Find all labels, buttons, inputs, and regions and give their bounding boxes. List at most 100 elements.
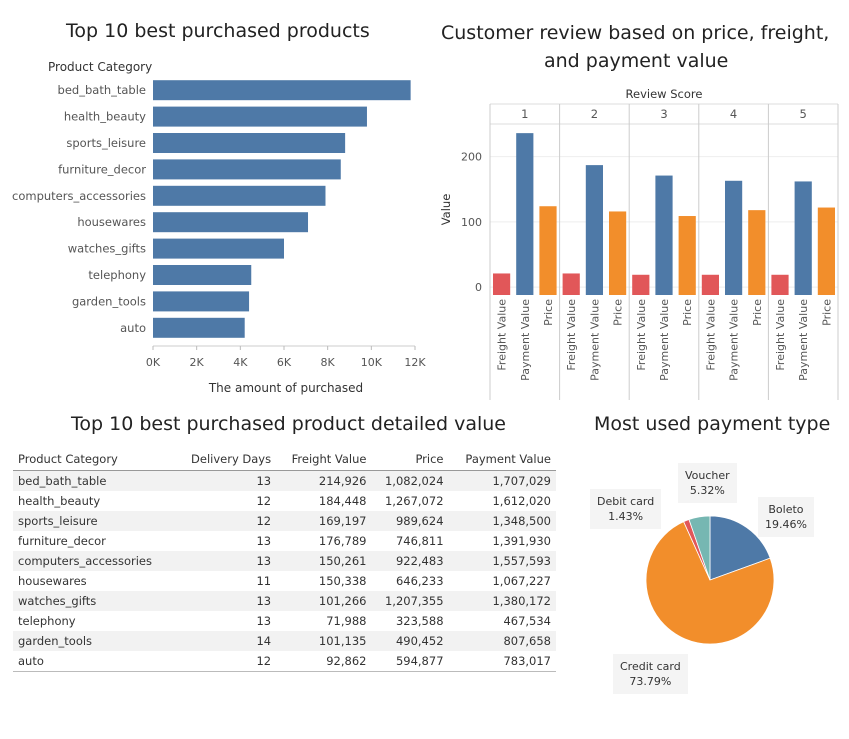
table-cell: 1,082,024	[384, 473, 444, 488]
payment-chart-title: Most used payment type	[594, 413, 831, 435]
pie-label-debit-card-value: 1.43%	[608, 510, 644, 523]
x-category-label: Payment Value	[588, 299, 601, 381]
bar	[748, 210, 766, 295]
review-chart-title-line1: Customer review based on price, freight,	[441, 22, 830, 44]
table-cell: housewares	[18, 573, 87, 588]
table-cell: 746,811	[395, 533, 444, 548]
x-tick-label: 6K	[277, 356, 292, 369]
table-row: garden_tools 14 101,135 490,452 807,658	[13, 631, 556, 651]
facet-label: 1	[521, 107, 528, 121]
table-cell: 1,267,072	[384, 493, 444, 508]
pie-label-boleto: Boleto 19.46%	[758, 497, 814, 537]
x-category-label: Freight Value	[774, 299, 787, 371]
pie-slice	[688, 515, 711, 581]
table-cell: 169,197	[318, 513, 367, 528]
table-row: health_beauty 12 184,448 1,267,072 1,612,020	[13, 491, 556, 511]
category-label: health_beauty	[64, 110, 146, 124]
bar	[817, 207, 835, 295]
table-cell: 11	[256, 573, 272, 588]
x-category-label: Freight Value	[496, 299, 509, 371]
table-cell: 13	[256, 593, 272, 608]
x-category-label: Payment Value	[797, 299, 810, 381]
table-cell: 13	[256, 613, 272, 628]
x-axis-title: The amount of purchased	[208, 381, 363, 395]
facet-label: 4	[730, 107, 737, 121]
bar	[725, 180, 743, 295]
bar	[539, 206, 557, 295]
pie-label-voucher: Voucher 5.32%	[678, 463, 737, 503]
x-tick-label: 4K	[233, 356, 248, 369]
x-tick-label: 2K	[190, 356, 205, 369]
x-category-label: Price	[820, 299, 833, 326]
facet-label: 5	[800, 107, 807, 121]
table-cell: 214,926	[318, 473, 367, 488]
y-tick-label: 0	[475, 281, 482, 294]
y-tick-label: 200	[461, 151, 482, 164]
y-axis-title: Value	[439, 194, 453, 226]
bar	[562, 273, 580, 295]
pie-slice	[709, 515, 771, 581]
pie-label-boleto-name: Boleto	[768, 503, 804, 516]
bar	[609, 211, 627, 295]
top10-chart-title: Top 10 best purchased products	[66, 20, 370, 42]
table-cell: 646,233	[395, 573, 444, 588]
review-faceted-bar-chart: Review Score Value 0 100 200 1 Freight Value Pa…	[439, 87, 839, 400]
table-cell: 101,266	[318, 593, 367, 608]
table-cell: 184,448	[318, 493, 367, 508]
pie-slice	[645, 521, 775, 645]
x-tick-label: 0K	[146, 356, 161, 369]
table-cell: health_beauty	[18, 493, 101, 508]
bar	[771, 274, 789, 295]
pie-label-boleto-value: 19.46%	[765, 518, 807, 531]
x-category-label: Price	[681, 299, 694, 326]
x-category-label: Payment Value	[519, 299, 532, 381]
bar	[153, 238, 284, 259]
table-row: furniture_decor 13 176,789 746,811 1,391,930	[13, 531, 556, 551]
table-cell: 989,624	[395, 513, 444, 528]
table-cell: 12	[256, 653, 272, 668]
table-cell: furniture_decor	[18, 533, 106, 548]
x-category-label: Price	[542, 299, 555, 326]
table-cell: 12	[256, 493, 272, 508]
x-category-label: Payment Value	[658, 299, 671, 381]
bar	[153, 185, 326, 206]
table-header-row: Product Category Delivery Days Freight Val…	[13, 449, 556, 471]
bar	[153, 159, 341, 180]
category-label: auto	[120, 321, 146, 335]
table-cell: 1,391,930	[492, 533, 551, 548]
table-cell: 1,557,593	[492, 553, 551, 568]
y-tick-label: 100	[461, 216, 482, 229]
x-category-label: Freight Value	[704, 299, 717, 371]
x-tick-label: 10K	[361, 356, 383, 369]
pie-label-credit-card-value: 73.79%	[629, 675, 672, 688]
x-category-label: Price	[751, 299, 764, 326]
category-label: garden_tools	[72, 294, 146, 308]
top10-bar-chart: Product Category bed_bath_table health_bea…	[12, 60, 426, 395]
bar	[153, 212, 309, 233]
bar	[153, 133, 346, 153]
table-row: auto 12 92,862 594,877 783,017	[13, 651, 556, 672]
category-label: telephony	[88, 268, 146, 282]
category-label: bed_bath_table	[58, 83, 146, 97]
table-cell: 101,135	[318, 633, 367, 648]
table-cell: 13	[256, 533, 272, 548]
table-cell: 1,348,500	[492, 513, 551, 528]
table-cell: bed_bath_table	[18, 473, 107, 488]
pie-label-voucher-name: Voucher	[685, 469, 730, 482]
table-cell: 1,707,029	[492, 473, 551, 488]
column-header-title: Review Score	[626, 87, 703, 101]
table-cell: 1,207,355	[384, 593, 444, 608]
x-category-label: Freight Value	[565, 299, 578, 371]
bar	[632, 274, 650, 295]
table-cell: 14	[256, 633, 272, 648]
column-header: Product Category	[18, 452, 118, 466]
table-cell: 467,534	[503, 613, 551, 628]
bar	[153, 291, 250, 312]
x-tick-label: 12K	[404, 356, 426, 369]
column-header: Payment Value	[465, 452, 551, 466]
table-cell: 922,483	[395, 553, 444, 568]
category-label: computers_accessories	[12, 189, 146, 203]
table-cell: 594,877	[395, 653, 444, 668]
pie-label-voucher-value: 5.32%	[689, 484, 725, 497]
table-row: housewares 11 150,338 646,233 1,067,227	[13, 571, 556, 591]
